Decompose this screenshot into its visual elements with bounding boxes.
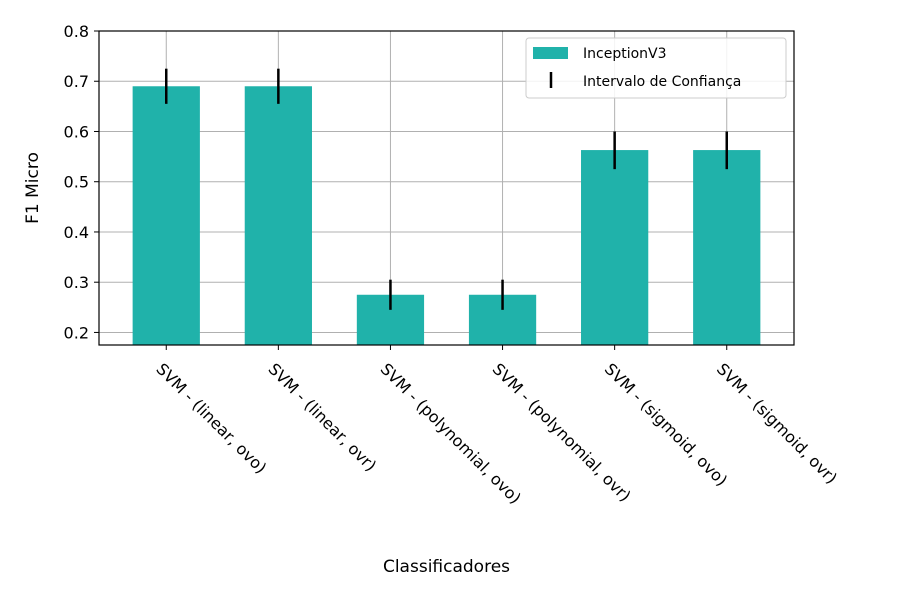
y-tick-label: 0.3 xyxy=(64,273,89,292)
legend: InceptionV3 Intervalo de Confiança xyxy=(525,37,787,99)
error-bars xyxy=(165,68,728,310)
legend-box xyxy=(525,37,787,99)
x-axis-label: Classificadores xyxy=(383,557,510,577)
y-axis-label: F1 Micro xyxy=(23,152,43,224)
y-tick-label: 0.4 xyxy=(64,223,89,242)
y-tick-label: 0.8 xyxy=(64,22,89,41)
legend-label-confidence-interval: Intervalo de Confiança xyxy=(583,74,741,90)
bar xyxy=(244,86,312,345)
y-axis-ticks: 0.2 0.3 0.4 0.5 0.6 0.7 0.8 xyxy=(64,22,99,342)
y-tick-label: 0.6 xyxy=(64,122,89,141)
x-tick-label: SVM - (linear, ovr) xyxy=(265,359,381,475)
bar xyxy=(581,150,649,345)
x-axis-ticks: SVM - (linear, ovo)SVM - (linear, ovr) SV… xyxy=(152,345,841,508)
x-tick-label: SVM - (sigmoid, ovo) xyxy=(601,359,731,489)
y-tick-label: 0.2 xyxy=(64,323,89,342)
bar xyxy=(132,86,200,345)
y-tick-label: 0.5 xyxy=(64,173,89,192)
plot-frame xyxy=(98,30,795,346)
legend-label-inceptionv3: InceptionV3 xyxy=(583,46,667,62)
legend-swatch-inceptionv3 xyxy=(533,47,568,59)
bar xyxy=(693,150,761,345)
x-tick-label: SVM - (linear, ovo) xyxy=(152,359,270,477)
y-tick-label: 0.7 xyxy=(64,72,89,91)
bars xyxy=(132,86,761,345)
x-tick-label: SVM - (sigmoid, ovr) xyxy=(713,359,841,487)
